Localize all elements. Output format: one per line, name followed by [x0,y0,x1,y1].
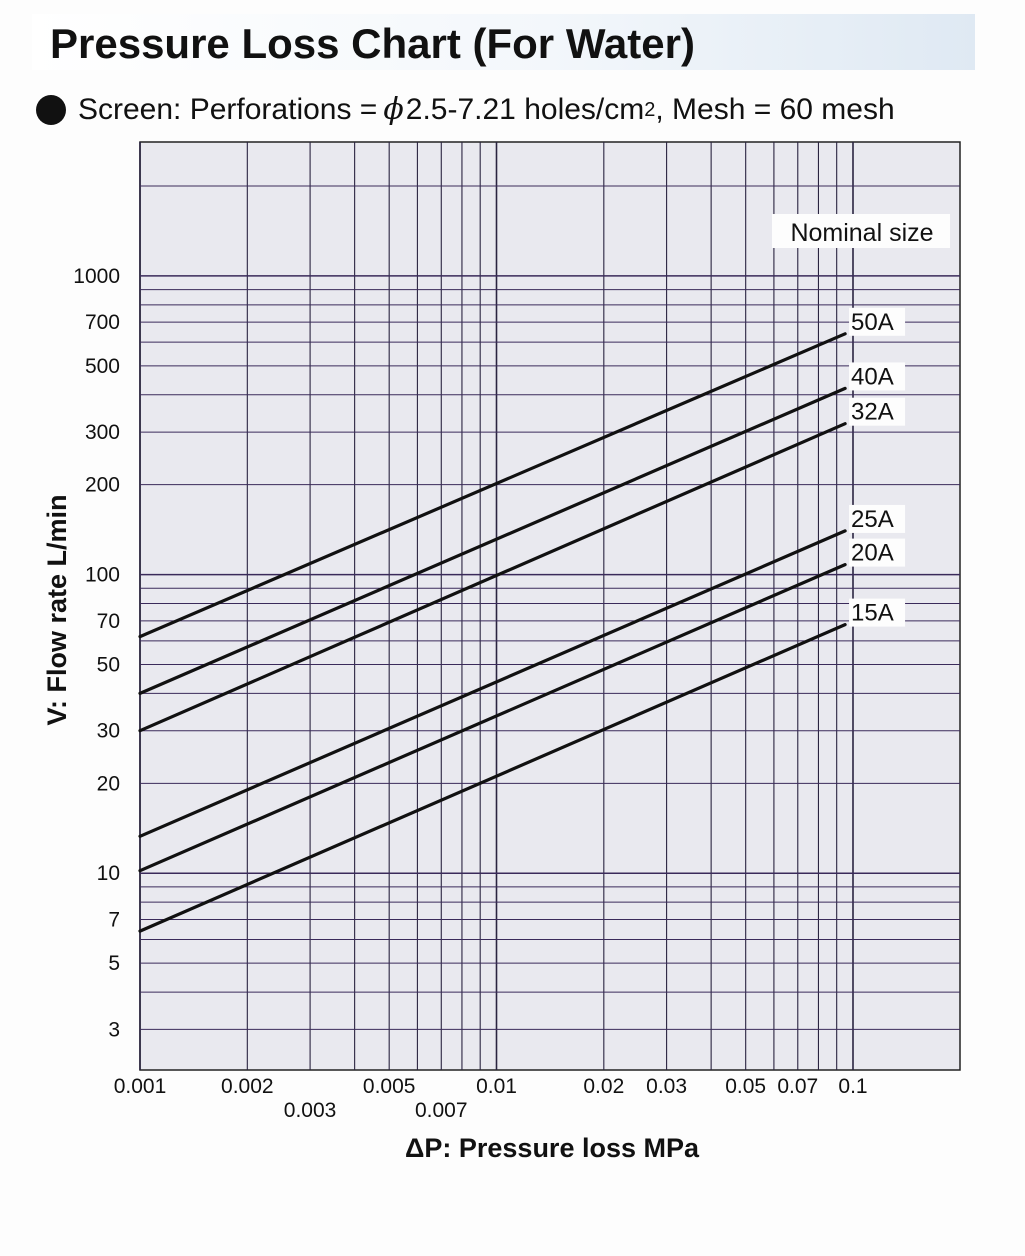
x-tick-label: 0.02 [583,1075,624,1098]
subtitle: Screen: Perforations = ϕ 2.5-7.21 holes/… [36,88,895,132]
y-tick-label: 30 [97,720,120,743]
series-label-50a: 50A [851,309,894,336]
y-tick-label: 500 [85,355,120,378]
title-band [32,14,975,70]
page-title: Pressure Loss Chart (For Water) [50,20,695,67]
y-tick-label: 1000 [73,265,120,288]
y-tick-label: 300 [85,421,120,444]
x-tick-label: 0.007 [415,1099,468,1122]
series-label-background [849,362,906,391]
plot-area [139,141,961,1071]
y-axis-title: V: Flow rate L/min [42,494,72,725]
series-label-20a: 20A [851,540,894,567]
subtitle-mesh: , Mesh = 60 mesh [655,93,895,126]
y-tick-label: 100 [85,564,120,587]
series-label-15a: 15A [851,600,894,627]
legend-title-background [772,214,950,248]
y-tick-label: 700 [85,311,120,334]
y-tick-label: 70 [97,610,120,633]
subtitle-superscript: 2 [644,99,656,121]
y-tick-label: 3 [108,1018,120,1041]
y-tick-label: 200 [85,474,120,497]
bullet-icon [36,95,66,125]
subtitle-perforation: 2.5-7.21 holes/cm [405,93,645,126]
series-label-40a: 40A [851,363,894,390]
series-line-15a [138,622,847,933]
x-tick-label: 0.001 [114,1075,167,1098]
series-label-background [849,598,906,627]
x-tick-label: 0.002 [221,1075,274,1098]
x-tick-label: 0.07 [777,1075,818,1098]
series-label-background [849,504,906,533]
y-tick-label: 7 [108,909,120,932]
series-label-background [849,397,906,426]
legend-title: Nominal size [790,219,933,247]
y-tick-label: 50 [97,653,120,676]
phi-symbol: ϕ [383,92,404,127]
series-line-40a [138,386,847,696]
series-line-50a [138,332,847,639]
x-tick-label: 0.03 [646,1075,687,1098]
y-tick-label: 10 [97,862,120,885]
subtitle-prefix: Screen: Perforations = [78,93,378,126]
series-label-25a: 25A [851,506,894,533]
y-tick-label: 5 [108,952,120,975]
series-label-background [849,307,906,336]
series-line-32a [138,422,847,733]
series-label-background [849,538,906,567]
series-line-20a [138,562,847,873]
x-tick-label: 0.05 [725,1075,766,1098]
x-tick-label: 0.01 [476,1075,517,1098]
x-axis-title: ΔP: Pressure loss MPa [405,1133,700,1163]
x-tick-label: 0.1 [838,1075,867,1098]
x-tick-label: 0.005 [363,1075,416,1098]
x-tick-label: 0.003 [284,1099,337,1122]
series-label-32a: 32A [851,399,894,426]
y-tick-label: 20 [97,772,120,795]
series-line-25a [138,529,847,838]
